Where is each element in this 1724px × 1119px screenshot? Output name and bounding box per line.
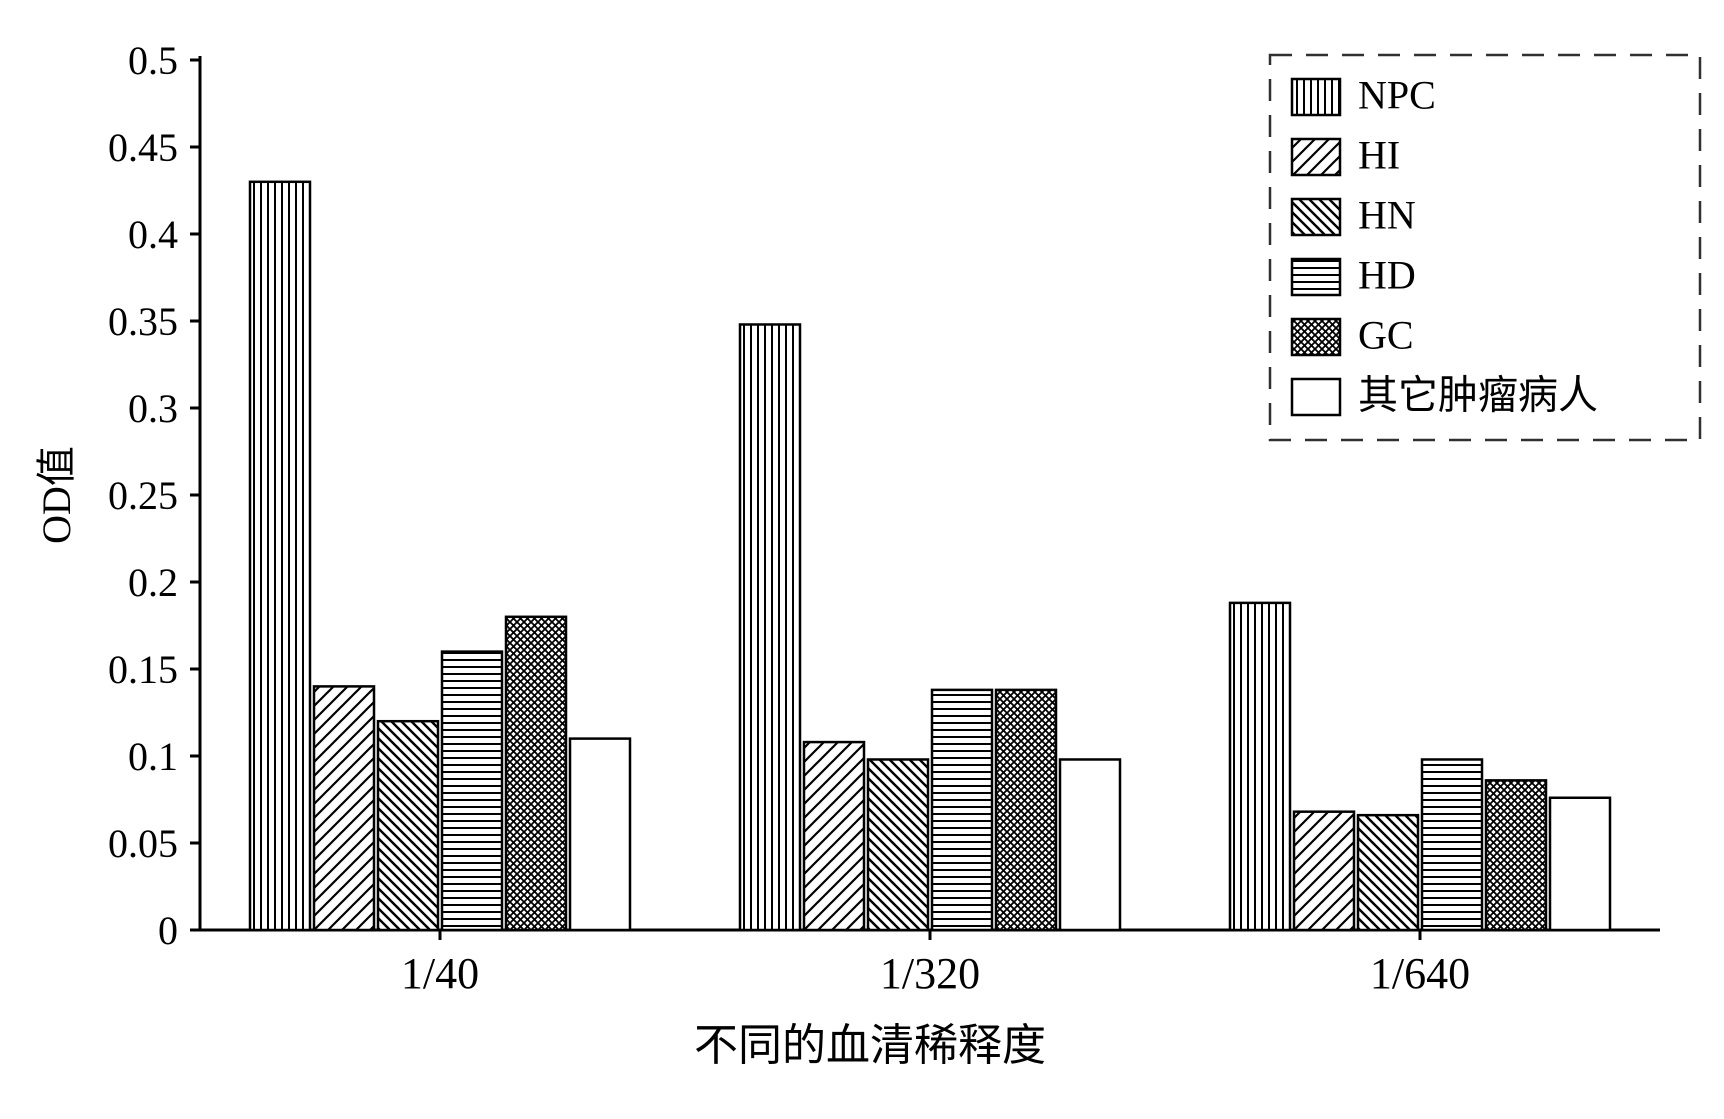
y-axis-label: OD值 [34,446,79,544]
bar-hi [314,686,374,930]
legend-swatch-other [1292,379,1340,415]
bar-gc [996,690,1056,930]
legend-swatch-hi [1292,139,1340,175]
x-tick-label: 1/640 [1370,949,1470,998]
bar-hi [804,742,864,930]
bar-npc [250,182,310,930]
y-tick-label: 0.2 [128,560,178,605]
bar-hn [868,759,928,930]
bar-other [1060,759,1120,930]
legend-label: NPC [1358,73,1436,118]
bar-hn [1358,815,1418,930]
legend-swatch-npc [1292,79,1340,115]
legend-label: 其它肿瘤病人 [1358,373,1598,418]
y-tick-label: 0.4 [128,212,178,257]
bar-hi [1294,812,1354,930]
chart-container: 0 0.05 0.1 0.15 0.2 0.25 0.3 0.35 0.4 0.45 0.5 OD值 1… [20,20,1724,1099]
bar-chart: 0 0.05 0.1 0.15 0.2 0.25 0.3 0.35 0.4 0.45 0.5 OD值 1… [20,20,1724,1099]
bar-hd [932,690,992,930]
y-tick-label: 0.05 [108,821,178,866]
y-tick-label: 0.25 [108,473,178,518]
y-tick-label: 0.3 [128,386,178,431]
bar-other [1550,798,1610,930]
y-tick-label: 0.45 [108,125,178,170]
legend-label: GC [1358,313,1414,358]
legend-swatch-hn [1292,199,1340,235]
y-tick-label: 0.5 [128,38,178,83]
x-tick-label: 1/320 [880,949,980,998]
legend-swatch-hd [1292,259,1340,295]
legend-label: HD [1358,253,1416,298]
x-tick-label: 1/40 [401,949,479,998]
bar-other [570,739,630,930]
y-tick-label: 0 [158,908,178,953]
bar-hd [1422,759,1482,930]
bar-npc [1230,603,1290,930]
bar-gc [506,617,566,930]
y-tick-label: 0.35 [108,299,178,344]
bar-gc [1486,780,1546,930]
legend-label: HI [1358,133,1400,178]
bar-hn [378,721,438,930]
y-tick-label: 0.15 [108,647,178,692]
bar-hd [442,652,502,930]
bar-npc [740,324,800,930]
x-axis-label: 不同的血清稀释度 [694,1021,1046,1070]
legend-label: HN [1358,193,1416,238]
legend-swatch-gc [1292,319,1340,355]
y-tick-label: 0.1 [128,734,178,779]
